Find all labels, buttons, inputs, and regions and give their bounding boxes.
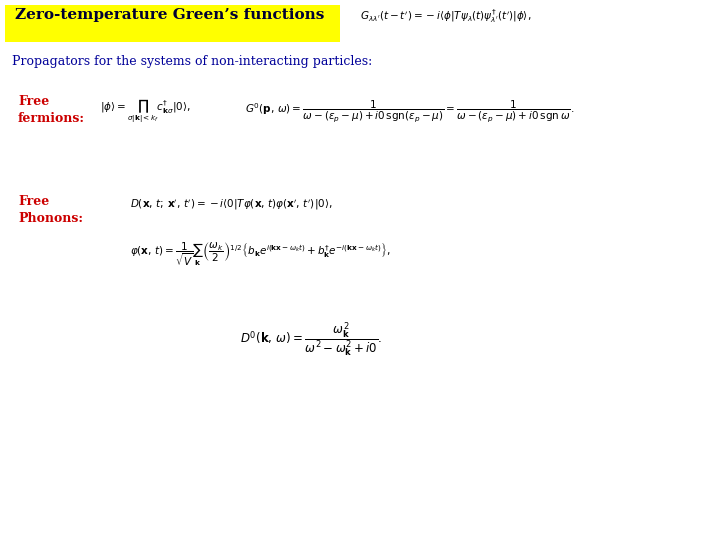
Text: $D(\mathbf{x},\,t;\,\mathbf{x}^{\prime},\,t^{\prime}) = -i\langle 0|T\varphi(\ma: $D(\mathbf{x},\,t;\,\mathbf{x}^{\prime},… xyxy=(130,198,333,212)
Text: $|\phi\rangle = \prod_{\sigma|\mathbf{k}|<k_f} c^{\dagger}_{\mathbf{k}\sigma}|0\: $|\phi\rangle = \prod_{\sigma|\mathbf{k}… xyxy=(100,98,191,125)
Text: Zero-temperature Green’s functions: Zero-temperature Green’s functions xyxy=(15,8,325,22)
Text: Free
Phonons:: Free Phonons: xyxy=(18,195,83,225)
Text: Free
fermions:: Free fermions: xyxy=(18,95,85,125)
Text: $\varphi(\mathbf{x},\,t) = \dfrac{1}{\sqrt{V}}\sum_{\mathbf{k}}\left(\dfrac{\ome: $\varphi(\mathbf{x},\,t) = \dfrac{1}{\sq… xyxy=(130,240,391,268)
Bar xyxy=(5,5,340,42)
Text: $D^0(\mathbf{k},\,\omega) = \dfrac{\omega_{\mathbf{k}}^2}{\omega^2 - \omega_{\ma: $D^0(\mathbf{k},\,\omega) = \dfrac{\omeg… xyxy=(240,320,382,359)
Text: $G^0(\mathbf{p},\,\omega) = \dfrac{1}{\omega - (\epsilon_p - \mu) + i0\,\mathrm{: $G^0(\mathbf{p},\,\omega) = \dfrac{1}{\o… xyxy=(245,98,575,124)
Text: $G_{\lambda\lambda^{\prime}}(t - t^{\prime}) = -i\langle\phi|T\psi_{\lambda}(t)\: $G_{\lambda\lambda^{\prime}}(t - t^{\pri… xyxy=(360,8,531,25)
Text: Propagators for the systems of non-interacting particles:: Propagators for the systems of non-inter… xyxy=(12,55,372,68)
